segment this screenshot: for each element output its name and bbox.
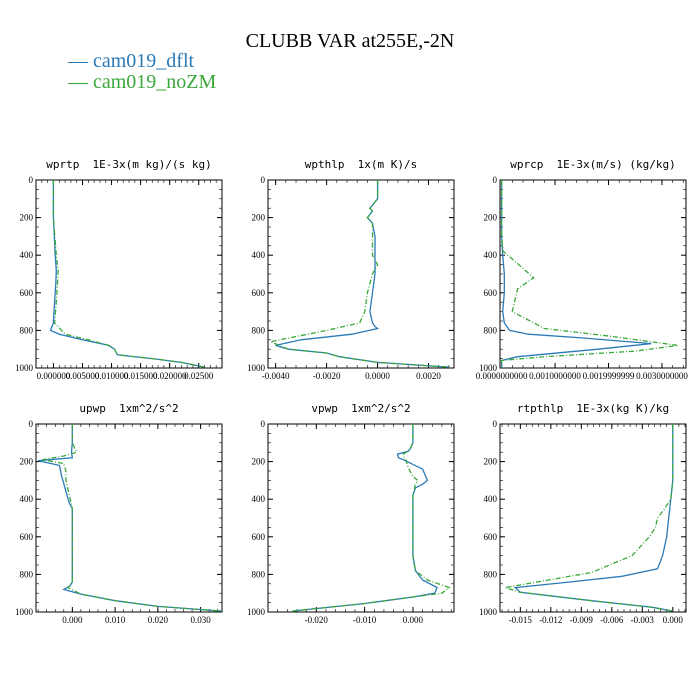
x-tick-label: 0.000000 — [37, 371, 71, 381]
series-line-cam019_noZM — [504, 424, 674, 612]
y-tick-label: 200 — [484, 457, 498, 467]
y-tick-label: 400 — [20, 250, 34, 260]
panel-title-wprcp: wprcp 1E-3x(m/s) (kg/kg) — [510, 158, 676, 171]
y-tick-label: 200 — [252, 457, 266, 467]
y-tick-label: 200 — [252, 213, 266, 223]
series-line-cam019_noZM — [52, 180, 205, 368]
y-tick-label: 1000 — [479, 363, 498, 373]
series-line-cam019_dflt — [292, 424, 438, 612]
y-tick-label: 600 — [252, 288, 266, 298]
series-line-cam019_dflt — [275, 180, 449, 368]
y-tick-label: 200 — [20, 457, 34, 467]
x-tick-label: 0.0020 — [416, 371, 441, 381]
panel-title-vpwp: vpwp 1xm^2/s^2 — [311, 402, 411, 415]
series-line-cam019_noZM — [292, 424, 451, 612]
x-tick-label: -0.012 — [539, 615, 562, 625]
y-tick-label: 1000 — [247, 363, 266, 373]
series-line-cam019_noZM — [268, 180, 449, 368]
x-tick-label: -0.009 — [570, 615, 594, 625]
y-tick-label: 400 — [484, 494, 498, 504]
x-tick-label: 0.0000000000 — [476, 371, 528, 381]
x-tick-label: 0.0010000000 — [529, 371, 581, 381]
y-tick-label: 0 — [261, 175, 266, 185]
y-tick-label: 0 — [261, 419, 266, 429]
plot-frame — [267, 423, 455, 613]
y-tick-label: 600 — [484, 288, 498, 298]
x-tick-label: 0.0000 — [365, 371, 390, 381]
series-line-cam019_dflt — [500, 180, 652, 368]
series-line-cam019_dflt — [49, 180, 205, 368]
panel-title-upwp: upwp 1xm^2/s^2 — [79, 402, 179, 415]
x-tick-label: -0.015 — [509, 615, 533, 625]
plot-frame — [499, 179, 687, 369]
x-tick-label: 0.010000 — [95, 371, 129, 381]
x-tick-label: 0.02500 — [184, 371, 214, 381]
plot-frame — [35, 423, 223, 613]
panel-title-wprtp: wprtp 1E-3x(m kg)/(s kg) — [46, 158, 212, 171]
y-tick-label: 200 — [484, 213, 498, 223]
y-tick-label: 0 — [493, 419, 498, 429]
x-tick-label: 0.000 — [403, 615, 424, 625]
plot-frame — [267, 179, 455, 369]
y-tick-label: 400 — [252, 494, 266, 504]
y-tick-label: 600 — [252, 532, 266, 542]
y-tick-label: 1000 — [15, 363, 34, 373]
x-tick-label: 0.0030000000 — [636, 371, 688, 381]
plot-frame — [35, 179, 223, 369]
y-tick-label: 800 — [20, 325, 34, 335]
y-tick-label: 1000 — [15, 607, 34, 617]
series-line-cam019_dflt — [37, 424, 223, 612]
x-tick-label: 0.000 — [62, 615, 83, 625]
y-tick-label: 800 — [252, 325, 266, 335]
panel-title-rtpthlp: rtpthlp 1E-3x(kg K)/kg — [516, 402, 670, 415]
x-tick-label: 0.005000 — [66, 371, 100, 381]
y-tick-label: 800 — [484, 569, 498, 579]
panel-title-wpthlp: wpthlp 1x(m K)/s — [304, 158, 418, 171]
y-tick-label: 600 — [484, 532, 498, 542]
y-tick-label: 600 — [20, 288, 34, 298]
y-tick-label: 1000 — [247, 607, 266, 617]
y-tick-label: 400 — [484, 250, 498, 260]
legend-entry-nozm: — cam019_noZM — [68, 71, 217, 93]
series-line-cam019_dflt — [513, 424, 674, 612]
x-tick-label: 0.020 — [148, 615, 169, 625]
x-tick-label: -0.006 — [600, 615, 624, 625]
y-tick-label: 400 — [20, 494, 34, 504]
x-tick-label: 0.030 — [190, 615, 211, 625]
x-tick-label: -0.0040 — [262, 371, 290, 381]
y-tick-label: 0 — [29, 419, 34, 429]
y-tick-label: 400 — [252, 250, 266, 260]
figure-title: CLUBB VAR at255E,-2N — [245, 30, 455, 52]
y-tick-label: 800 — [20, 569, 34, 579]
y-tick-label: 0 — [493, 175, 498, 185]
series-line-cam019_noZM — [42, 424, 223, 612]
legend-entry-dflt: — cam019_dflt — [68, 50, 195, 72]
series-line-cam019_noZM — [500, 180, 679, 368]
y-tick-label: 800 — [252, 569, 266, 579]
x-tick-label: 0.015000 — [124, 371, 158, 381]
x-tick-label: 0.0019999999 — [583, 371, 635, 381]
x-tick-label: 0.020000 — [153, 371, 187, 381]
x-tick-label: -0.0020 — [313, 371, 341, 381]
x-tick-label: -0.020 — [305, 615, 329, 625]
y-tick-label: 1000 — [479, 607, 498, 617]
y-tick-label: 800 — [484, 325, 498, 335]
y-tick-label: 600 — [20, 532, 34, 542]
x-tick-label: 0.000 — [663, 615, 684, 625]
x-tick-label: -0.010 — [353, 615, 377, 625]
y-tick-label: 0 — [29, 175, 34, 185]
y-tick-label: 200 — [20, 213, 34, 223]
x-tick-label: 0.010 — [105, 615, 126, 625]
x-tick-label: -0.003 — [631, 615, 655, 625]
